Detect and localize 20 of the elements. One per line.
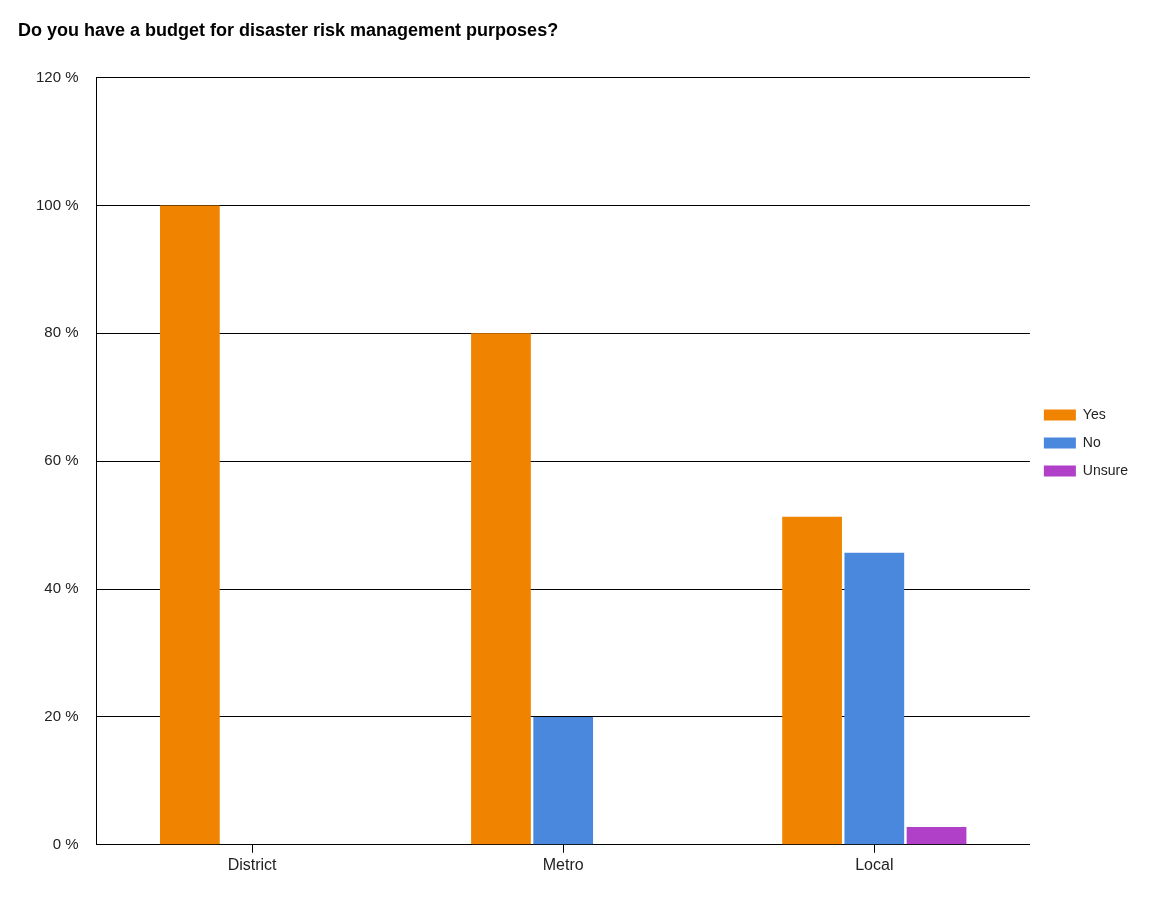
y-tick-label: 100 % xyxy=(35,195,79,213)
y-tick-label: 0 % xyxy=(52,834,79,852)
bar xyxy=(844,552,905,845)
legend-label: Yes xyxy=(1082,405,1106,422)
y-tick-label: 80 % xyxy=(44,323,79,341)
y-tick-label: 120 % xyxy=(35,67,79,85)
chart-title: Do you have a budget for disaster risk management purposes? xyxy=(18,19,559,40)
bar xyxy=(906,826,967,845)
y-tick-label: 20 % xyxy=(44,707,79,725)
x-tick-label: District xyxy=(227,855,278,873)
y-tick-label: 60 % xyxy=(44,451,79,469)
x-tick-label: Local xyxy=(855,855,894,873)
bar xyxy=(782,516,842,845)
legend-label: No xyxy=(1082,433,1101,450)
y-tick-label: 40 % xyxy=(44,579,79,597)
legend-label: Unsure xyxy=(1082,461,1129,478)
x-tick-label: Metro xyxy=(542,855,584,873)
bar xyxy=(471,333,531,845)
bar xyxy=(160,205,220,845)
bar xyxy=(533,716,594,845)
